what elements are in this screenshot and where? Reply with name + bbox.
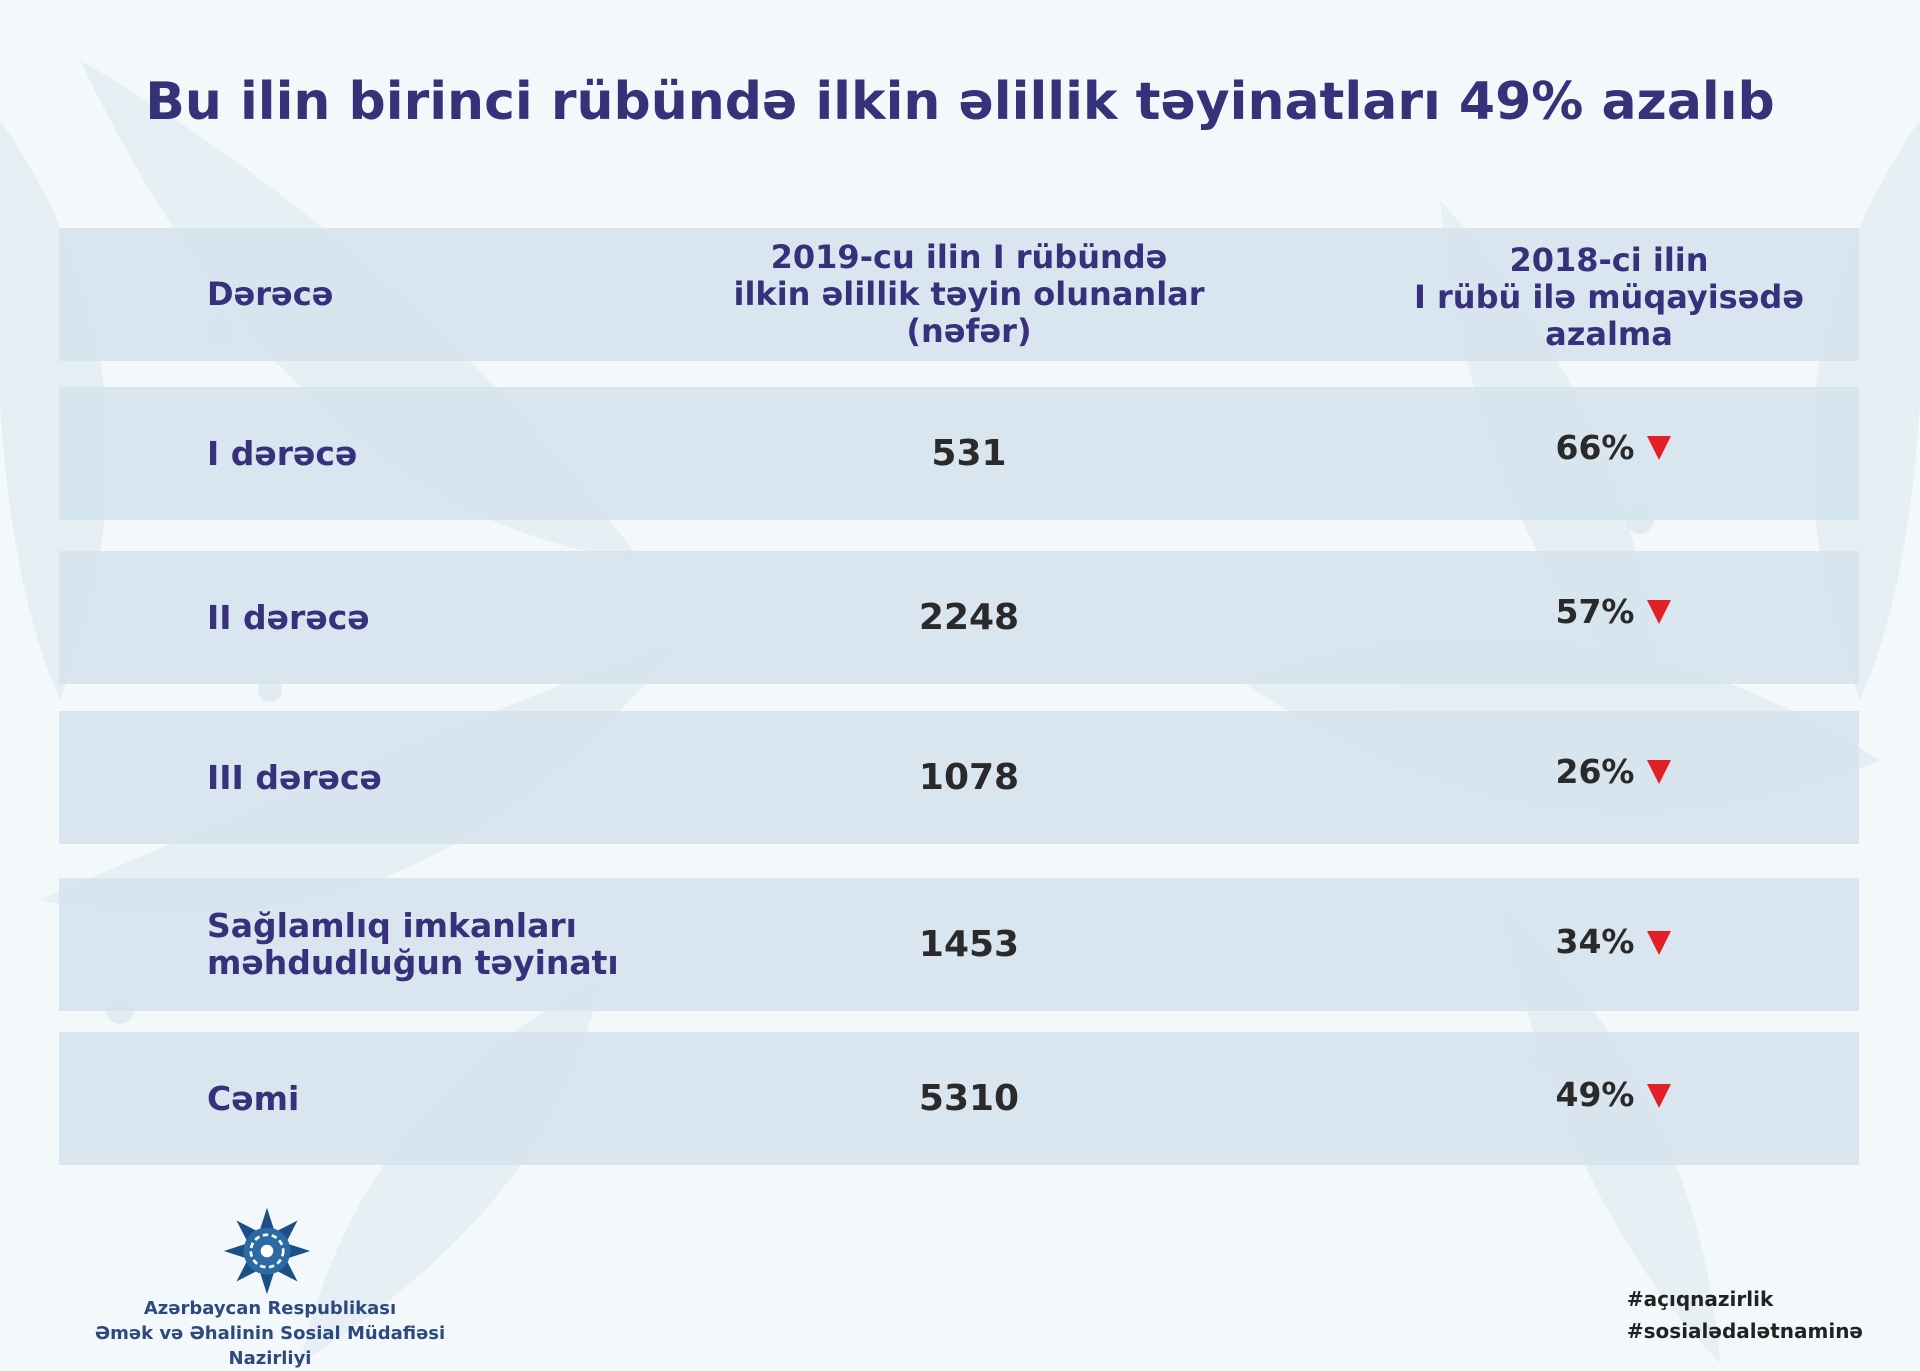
header-change-line2: I rübü ilə müqayisədə: [1413, 278, 1805, 316]
row-count-value: 2248: [918, 597, 1020, 638]
header-change-line3: azalma: [1545, 315, 1673, 353]
row-label-line1: Sağlamlıq imkanları: [207, 906, 577, 945]
ministry-name: Azərbaycan Respublikası Əmək və Əhalinin…: [55, 1296, 485, 1371]
ministry-star-emblem-icon: [223, 1207, 311, 1295]
table-row: I dərəcə 531 66%: [59, 387, 1859, 520]
row-label: Sağlamlıq imkanları məhdudluğun təyinatı: [207, 878, 727, 1004]
row-label-line1: III dərəcə: [207, 758, 382, 797]
row-label: III dərəcə: [207, 711, 727, 844]
header-degree-label: Dərəcə: [207, 275, 334, 313]
header-count-line2: ilkin əlillik təyin olunanlar: [733, 275, 1205, 313]
table-row: III dərəcə 1078 26%: [59, 711, 1859, 844]
row-label: II dərəcə: [207, 551, 727, 684]
row-count-value: 1078: [918, 757, 1020, 798]
row-change: 34%: [1359, 878, 1859, 1005]
row-change-value: 26%: [1555, 751, 1635, 791]
down-triangle-icon: [1646, 436, 1671, 460]
down-triangle-icon: [1646, 760, 1671, 784]
row-change-value: 34%: [1555, 922, 1635, 961]
table-header-row: Dərəcə 2019-cu ilin I rübündə ilkin əlil…: [59, 228, 1859, 361]
row-change-value: 57%: [1555, 591, 1635, 631]
row-change-value: 49%: [1555, 1075, 1635, 1114]
header-count: 2019-cu ilin I rübündə ilkin əlillik təy…: [609, 228, 1329, 361]
row-count: 531: [609, 387, 1329, 520]
table-row: Cəmi 5310 49%: [59, 1032, 1859, 1165]
ministry-name-line1: Azərbaycan Respublikası: [143, 1298, 397, 1319]
hashtag-social-justice: #sosialədalətnaminə: [1626, 1319, 1863, 1343]
header-degree: Dərəcə: [207, 228, 727, 361]
row-change: 49%: [1359, 1032, 1859, 1157]
hashtag-open-ministry: #açıqnazirlik: [1626, 1287, 1774, 1311]
row-change: 66%: [1359, 387, 1859, 507]
row-count-value: 5310: [918, 1078, 1020, 1119]
row-count: 5310: [609, 1032, 1329, 1165]
row-label: Cəmi: [207, 1032, 727, 1165]
row-change: 57%: [1359, 551, 1859, 671]
row-label-line1: II dərəcə: [207, 598, 370, 637]
header-change: 2018-ci ilin I rübü ilə müqayisədə azalm…: [1359, 228, 1859, 361]
row-count-value: 531: [931, 433, 1007, 474]
row-label: I dərəcə: [207, 387, 727, 520]
down-triangle-icon: [1646, 600, 1671, 624]
ministry-name-line2: Əmək və Əhalinin Sosial Müdafiəsi Nazirl…: [94, 1323, 446, 1369]
row-change-value: 66%: [1555, 427, 1635, 467]
header-change-line1: 2018-ci ilin: [1509, 241, 1709, 279]
page-title: Bu ilin birinci rübündə ilkin əlillik tə…: [145, 72, 1775, 132]
row-count: 2248: [609, 551, 1329, 684]
down-triangle-icon: [1646, 1083, 1671, 1108]
row-count-value: 1453: [918, 924, 1020, 965]
hashtags: #açıqnazirlik #sosialədalətnaminə: [1627, 1283, 1863, 1347]
row-change: 26%: [1359, 711, 1859, 831]
table-row: Sağlamlıq imkanları məhdudluğun təyinatı…: [59, 878, 1859, 1011]
down-triangle-icon: [1646, 930, 1671, 955]
row-count: 1453: [609, 878, 1329, 1011]
table-row: II dərəcə 2248 57%: [59, 551, 1859, 684]
header-count-line1: 2019-cu ilin I rübündə: [770, 238, 1168, 276]
row-label-line2: məhdudluğun təyinatı: [207, 943, 619, 982]
row-count: 1078: [609, 711, 1329, 844]
row-label-line1: Cəmi: [207, 1079, 300, 1118]
header-count-line3: (nəfər): [906, 312, 1032, 350]
row-label-line1: I dərəcə: [207, 434, 358, 473]
